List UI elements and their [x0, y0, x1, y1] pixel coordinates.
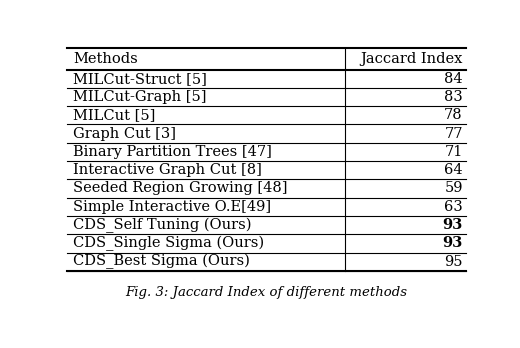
- Text: Graph Cut [3]: Graph Cut [3]: [73, 127, 176, 141]
- Text: 93: 93: [443, 218, 463, 232]
- Text: 77: 77: [444, 127, 463, 141]
- Text: MILCut-Struct [5]: MILCut-Struct [5]: [73, 72, 207, 86]
- Text: Methods: Methods: [73, 52, 138, 66]
- Text: Binary Partition Trees [47]: Binary Partition Trees [47]: [73, 145, 272, 159]
- Text: 83: 83: [444, 90, 463, 104]
- Text: MILCut-Graph [5]: MILCut-Graph [5]: [73, 90, 206, 104]
- Text: 78: 78: [444, 108, 463, 122]
- Text: CDS_Single Sigma (Ours): CDS_Single Sigma (Ours): [73, 236, 264, 251]
- Text: CDS_Self Tuning (Ours): CDS_Self Tuning (Ours): [73, 218, 252, 233]
- Text: Simple Interactive O.E[49]: Simple Interactive O.E[49]: [73, 200, 271, 214]
- Text: 64: 64: [444, 163, 463, 177]
- Text: CDS_Best Sigma (Ours): CDS_Best Sigma (Ours): [73, 254, 250, 269]
- Text: 63: 63: [444, 200, 463, 214]
- Text: Interactive Graph Cut [8]: Interactive Graph Cut [8]: [73, 163, 262, 177]
- Text: 59: 59: [444, 182, 463, 196]
- Text: MILCut [5]: MILCut [5]: [73, 108, 155, 122]
- Text: 71: 71: [445, 145, 463, 159]
- Text: Fig. 3: Jaccard Index of different methods: Fig. 3: Jaccard Index of different metho…: [125, 286, 408, 299]
- Text: 84: 84: [444, 72, 463, 86]
- Text: Seeded Region Growing [48]: Seeded Region Growing [48]: [73, 182, 288, 196]
- Text: 93: 93: [443, 236, 463, 251]
- Text: 95: 95: [444, 255, 463, 269]
- Text: Jaccard Index: Jaccard Index: [360, 52, 463, 66]
